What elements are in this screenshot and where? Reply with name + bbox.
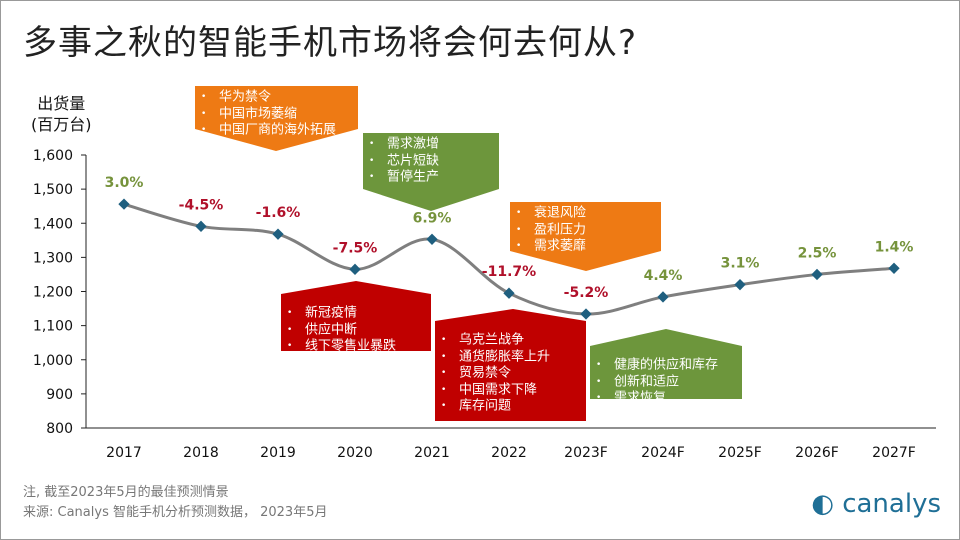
callout-item: 需求恢复: [596, 390, 718, 407]
x-tick-label: 2019: [260, 445, 296, 461]
y-tick-label: 1,500: [33, 182, 73, 198]
growth-label: 4.4%: [644, 268, 683, 284]
x-tick-label: 2027F: [872, 445, 916, 461]
x-tick-label: 2023F: [564, 445, 608, 461]
x-tick-label: 2025F: [718, 445, 762, 461]
x-tick-label: 2021: [414, 445, 450, 461]
growth-label: 3.0%: [105, 175, 144, 191]
note: 注, 截至2023年5月的最佳预测情景: [23, 485, 229, 500]
y-axis-label-line1: 出货量: [37, 94, 86, 113]
callout-item: 衰退风险: [516, 205, 586, 222]
callout-item: 库存问题: [441, 398, 550, 415]
growth-label: 3.1%: [721, 256, 760, 272]
data-point: [118, 198, 130, 210]
source: 来源: Canalys 智能手机分析预测数据， 2023年5月: [23, 505, 328, 520]
data-point: [888, 262, 900, 274]
x-tick-label: 2024F: [641, 445, 685, 461]
data-point: [195, 220, 207, 232]
y-tick-label: 1,400: [33, 216, 73, 232]
callout-item: 中国市场萎缩: [201, 106, 336, 123]
callout-box: 健康的供应和库存创新和适应需求恢复: [596, 357, 718, 407]
logo-swoosh-icon: ◐: [811, 489, 834, 519]
callout-item: 需求激增: [369, 136, 439, 153]
growth-label: -1.6%: [256, 205, 301, 221]
data-point: [349, 263, 361, 275]
x-tick-label: 2026F: [795, 445, 839, 461]
callout-item: 盈利压力: [516, 222, 586, 239]
callout-item: 中国厂商的海外拓展: [201, 122, 336, 139]
data-point: [657, 291, 669, 303]
x-tick-label: 2017: [106, 445, 142, 461]
callout-box: 新冠疫情供应中断线下零售业暴跌: [287, 305, 396, 355]
growth-label: 2.5%: [798, 245, 837, 261]
y-tick-label: 1,300: [33, 250, 73, 266]
y-tick-label: 1,000: [33, 353, 73, 369]
callout-box: 乌克兰战争通货膨胀率上升贸易禁令中国需求下降库存问题: [441, 332, 550, 415]
data-point: [272, 228, 284, 240]
growth-label: -11.7%: [482, 264, 536, 280]
data-point: [580, 308, 592, 320]
callout-box: 衰退风险盈利压力需求萎靡: [516, 205, 586, 255]
callout-item: 暂停生产: [369, 169, 439, 186]
logo-text: canalys: [842, 489, 941, 519]
callout-item: 通货膨胀率上升: [441, 349, 550, 366]
y-tick-label: 1,200: [33, 285, 73, 301]
y-tick-label: 1,600: [33, 148, 73, 164]
page-title: 多事之秋的智能手机市场将会何去何从?: [23, 23, 638, 63]
callout-item: 新冠疫情: [287, 305, 396, 322]
y-tick-label: 1,100: [33, 319, 73, 335]
callout-item: 贸易禁令: [441, 365, 550, 382]
growth-label: -5.2%: [564, 285, 609, 301]
x-tick-label: 2020: [337, 445, 373, 461]
y-axis-label: 出货量 (百万台): [31, 93, 92, 135]
data-point: [811, 268, 823, 281]
growth-label: 1.4%: [875, 239, 914, 255]
callout-item: 需求萎靡: [516, 238, 586, 255]
growth-label: 6.9%: [413, 210, 452, 226]
y-tick-label: 800: [46, 421, 73, 437]
callout-item: 芯片短缺: [369, 153, 439, 170]
callout-item: 华为禁令: [201, 89, 336, 106]
growth-label: -7.5%: [333, 240, 378, 256]
callout-item: 供应中断: [287, 322, 396, 339]
callout-box: 华为禁令中国市场萎缩中国厂商的海外拓展: [201, 89, 336, 139]
data-point: [426, 233, 438, 245]
y-tick-label: 900: [46, 387, 73, 403]
callout-item: 中国需求下降: [441, 382, 550, 399]
canalys-logo: ◐ canalys: [811, 489, 941, 519]
callout-box: 需求激增芯片短缺暂停生产: [369, 136, 439, 186]
data-point: [503, 287, 515, 299]
growth-label: -4.5%: [179, 197, 224, 213]
callout-item: 线下零售业暴跌: [287, 338, 396, 355]
x-tick-label: 2018: [183, 445, 219, 461]
x-tick-label: 2022: [491, 445, 527, 461]
callout-item: 乌克兰战争: [441, 332, 550, 349]
callout-item: 健康的供应和库存: [596, 357, 718, 374]
callout-item: 创新和适应: [596, 374, 718, 391]
data-point: [734, 279, 746, 291]
y-axis-label-line2: (百万台): [31, 115, 92, 134]
